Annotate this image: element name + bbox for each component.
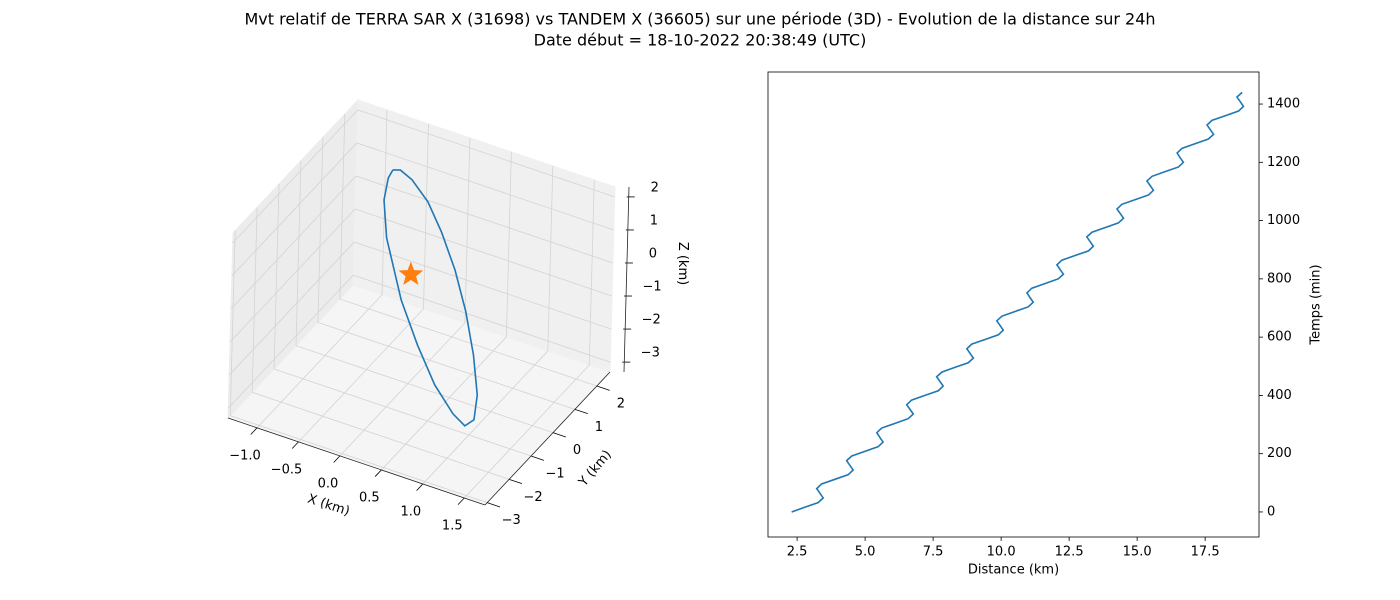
x-tick-label: 15.0	[1123, 545, 1152, 560]
x-tick-label: 0.5	[359, 490, 380, 505]
x-tick-label: −0.5	[271, 462, 303, 477]
grid-line	[381, 336, 507, 471]
orbit-line	[383, 169, 479, 427]
x-tick-label: 10.0	[987, 545, 1016, 560]
x-tick-label: −1.0	[229, 448, 261, 463]
y-tick-label: 1000	[1267, 213, 1300, 228]
z-tick-label: 0	[649, 246, 657, 261]
z-tick-label: 2	[651, 180, 659, 195]
grid-line	[547, 165, 554, 351]
x-axis-label: X (km)	[306, 492, 352, 520]
y-tick	[508, 478, 523, 485]
x-tick	[250, 427, 258, 435]
z-axis-line	[623, 186, 630, 373]
grid-line	[229, 230, 236, 416]
grid-line	[505, 151, 512, 337]
x-tick	[374, 469, 382, 477]
grid-line	[298, 308, 424, 443]
y-tick-label: −2	[524, 490, 543, 505]
y-tick-label: 800	[1267, 271, 1292, 286]
x-axis-label: Distance (km)	[968, 563, 1059, 578]
y-tick-label: 0	[573, 443, 581, 458]
x-tick-label: 0.0	[318, 476, 339, 491]
grid-line	[356, 142, 614, 231]
y-tick	[574, 408, 588, 415]
x-tick	[416, 483, 424, 491]
grid-line	[588, 179, 595, 365]
z-axis-label: Z (km)	[675, 242, 690, 285]
x-tick-label: 5.0	[855, 545, 876, 560]
x-tick	[333, 455, 341, 463]
distance-line	[791, 91, 1245, 513]
grid-line	[251, 391, 510, 480]
plot-frame	[767, 71, 1260, 538]
grid-line	[464, 137, 471, 323]
x-axis-line	[227, 417, 486, 506]
grid-line	[273, 183, 280, 370]
figure-title: Mvt relatif de TERRA SAR X (31698) vs TA…	[244, 10, 1155, 29]
z-tick-label: 1	[650, 213, 658, 228]
y-tick-label: −3	[502, 513, 521, 528]
grid-line	[230, 175, 357, 310]
y-tick-label: 0	[1267, 504, 1275, 519]
y-tick-label: 1200	[1267, 155, 1300, 170]
y-tick	[530, 455, 545, 461]
y-tick-label: 600	[1267, 330, 1292, 345]
z-tick-label: −1	[642, 280, 661, 295]
y-tick-label: 1	[595, 420, 603, 435]
grid-line	[227, 274, 354, 409]
grid-line	[230, 415, 488, 504]
y-tick	[596, 385, 610, 391]
x-tick-label: 7.5	[923, 545, 944, 560]
x-tick	[457, 497, 465, 505]
figure-subtitle: Date début = 18-10-2022 20:38:49 (UTC)	[534, 31, 867, 50]
grid-line	[295, 345, 554, 434]
y-axis-label: Temps (min)	[1309, 264, 1324, 345]
grid-line	[317, 137, 324, 323]
grid-line	[251, 207, 258, 393]
grid-line	[228, 241, 355, 376]
x-tick-label: 1.0	[400, 504, 421, 519]
x-tick-label: 1.5	[442, 518, 463, 533]
grid-line	[339, 322, 466, 457]
y-tick-label: 1400	[1267, 97, 1300, 112]
y-tick-label: −1	[545, 467, 564, 482]
grid-line	[357, 109, 615, 198]
grid-line	[354, 241, 612, 330]
back-pane	[352, 99, 616, 373]
grid-line	[422, 350, 549, 485]
y-tick-label: 200	[1267, 446, 1292, 461]
z-tick-label: −3	[641, 346, 660, 361]
grid-line	[355, 175, 614, 264]
grid-line	[317, 321, 576, 410]
grid-line	[273, 368, 532, 457]
grid-line	[256, 294, 383, 429]
grid-line	[354, 208, 613, 297]
x-tick-label: 2.5	[787, 545, 808, 560]
grid-line	[423, 123, 429, 309]
y-axis-label: Y (km)	[575, 447, 614, 490]
origin-star	[398, 261, 424, 286]
grid-line	[353, 274, 611, 363]
grid-line	[232, 109, 359, 244]
grid-line	[295, 160, 302, 346]
x-tick-label: 12.5	[1055, 545, 1084, 560]
y-tick-label: 400	[1267, 388, 1292, 403]
y-axis-line	[484, 371, 611, 506]
grid-line	[339, 113, 346, 300]
grid-line	[231, 142, 358, 277]
y-tick	[552, 432, 566, 438]
x-tick	[291, 441, 299, 449]
y-tick	[487, 502, 501, 508]
grid-line	[463, 364, 590, 499]
z-tick-label: −2	[642, 313, 661, 328]
grid-line	[229, 208, 356, 343]
x-tick-label: 17.5	[1191, 545, 1220, 560]
y-tick-label: 2	[617, 397, 625, 412]
grid-line	[339, 298, 597, 387]
